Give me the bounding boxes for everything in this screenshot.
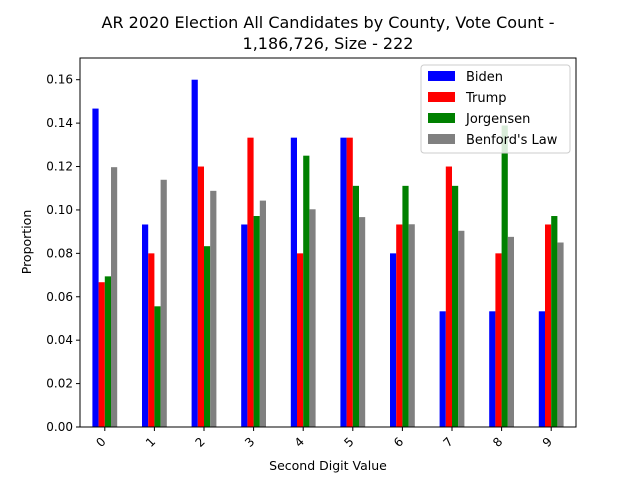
legend-label: Jorgensen <box>465 112 530 127</box>
legend-box <box>420 64 571 154</box>
chart-title-line-1: AR 2020 Election All Candidates by Count… <box>102 13 555 32</box>
bar <box>557 242 564 427</box>
bar <box>396 224 403 427</box>
bar <box>303 155 310 428</box>
y-tick-label: 0.08 <box>46 246 73 260</box>
bar <box>98 282 105 427</box>
y-tick-label: 0.12 <box>46 160 73 174</box>
bar <box>445 166 452 427</box>
y-tick-label: 0.06 <box>46 290 73 304</box>
bar <box>501 125 508 427</box>
legend-swatch <box>428 113 455 123</box>
x-tick-label: 9 <box>540 435 555 450</box>
bar <box>290 137 297 427</box>
legend-swatch <box>428 134 455 144</box>
bar <box>154 306 161 427</box>
x-tick-label: 8 <box>490 435 505 450</box>
bar <box>452 185 459 427</box>
bar <box>340 137 347 427</box>
x-tick-label: 0 <box>93 435 108 450</box>
bar <box>538 311 545 427</box>
bar <box>104 276 111 427</box>
y-tick-label: 0.00 <box>46 420 73 434</box>
bar <box>259 200 266 427</box>
bar <box>495 253 502 427</box>
bar <box>253 216 260 427</box>
x-tick-label: 4 <box>292 435 307 450</box>
plot-area: 0.00 0.02 0.04 0.06 0.08 0.10 0.12 0.14 0.16 0 1 2 3… <box>46 57 577 450</box>
x-tick-label: 1 <box>143 435 158 450</box>
legend-swatch <box>428 92 455 102</box>
bar <box>352 185 359 427</box>
bar <box>309 209 316 427</box>
bar <box>142 224 149 427</box>
y-tick-label: 0.04 <box>46 333 73 347</box>
axes-frame <box>79 57 577 428</box>
bar <box>241 224 248 427</box>
legend-swatch <box>428 71 455 81</box>
bar <box>439 311 446 427</box>
bar <box>148 253 155 427</box>
bar <box>359 217 366 427</box>
y-tick-label: 0.02 <box>46 377 73 391</box>
bar <box>247 137 254 427</box>
y-axis-label: Proportion <box>19 210 34 275</box>
y-tick-label: 0.16 <box>46 73 73 87</box>
y-tick-label: 0.14 <box>46 116 73 130</box>
bar <box>489 311 496 427</box>
bar <box>297 253 304 427</box>
bar <box>92 108 99 427</box>
bar <box>346 137 353 427</box>
legend-label: Biden <box>466 70 503 85</box>
bar <box>197 166 204 427</box>
bar <box>191 79 198 428</box>
bar <box>402 185 409 427</box>
bar <box>458 230 465 427</box>
bar <box>507 236 514 427</box>
bar <box>545 224 552 427</box>
chart-title-line-2: 1,186,726, Size - 222 <box>243 34 414 53</box>
bar <box>390 253 397 427</box>
legend-label: Trump <box>465 91 507 106</box>
bar <box>160 179 167 427</box>
bar <box>204 246 211 427</box>
x-axis-label: Second Digit Value <box>269 458 387 473</box>
legend: Biden Trump Jorgensen Benford's Law <box>420 64 571 154</box>
x-tick-label: 2 <box>193 435 208 450</box>
x-tick-label: 7 <box>441 435 456 450</box>
y-tick-label: 0.10 <box>46 203 73 217</box>
bar <box>111 167 118 427</box>
bar <box>408 224 415 427</box>
x-tick-label: 6 <box>391 435 406 450</box>
x-tick-label: 3 <box>242 435 257 450</box>
x-tick-label: 5 <box>341 435 356 450</box>
bar <box>210 190 217 427</box>
bar <box>551 216 558 427</box>
legend-label: Benford's Law <box>466 133 558 148</box>
